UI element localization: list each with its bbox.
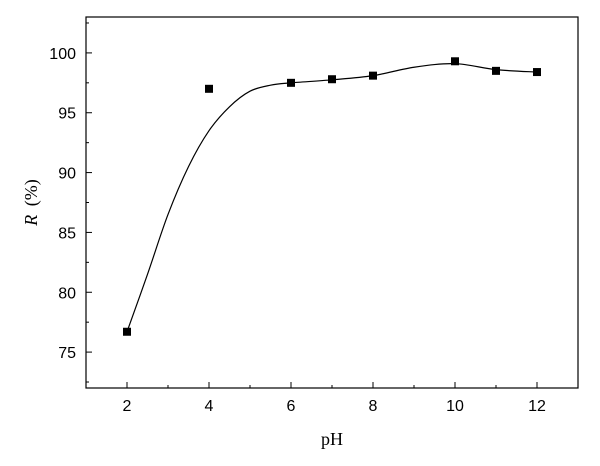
x-tick-label: 12: [528, 398, 546, 415]
data-point: [123, 327, 131, 336]
axis-ticks: [85, 22, 579, 388]
x-tick-label: 8: [369, 398, 378, 415]
x-tick-label: 6: [287, 398, 296, 415]
data-point: [328, 75, 336, 84]
fit-curve: [126, 63, 538, 332]
data-point: [451, 57, 459, 66]
tick-labels: 2 4 6 8 10 12 75 80 85 90 95 100: [49, 46, 546, 415]
y-tick-label: 80: [58, 285, 76, 302]
y-axis-symbol: R: [21, 215, 41, 227]
y-axis-unit: (%): [21, 179, 42, 206]
x-tick-label: 2: [123, 398, 132, 415]
data-point: [369, 71, 377, 80]
y-tick-label: 100: [49, 46, 76, 63]
data-point: [205, 84, 213, 93]
x-axis-title: pH: [321, 429, 343, 449]
y-tick-label: 75: [58, 345, 76, 362]
data-point: [533, 68, 541, 77]
x-tick-label: 4: [205, 398, 214, 415]
data-point: [492, 66, 500, 75]
data-points: [123, 57, 541, 336]
y-tick-label: 90: [58, 166, 76, 183]
x-tick-label: 10: [446, 398, 464, 415]
y-tick-label: 95: [58, 106, 76, 123]
data-point: [287, 78, 295, 87]
y-tick-label: 85: [58, 225, 76, 242]
plot-frame: [85, 16, 579, 389]
y-axis-title: R (%): [21, 179, 42, 226]
